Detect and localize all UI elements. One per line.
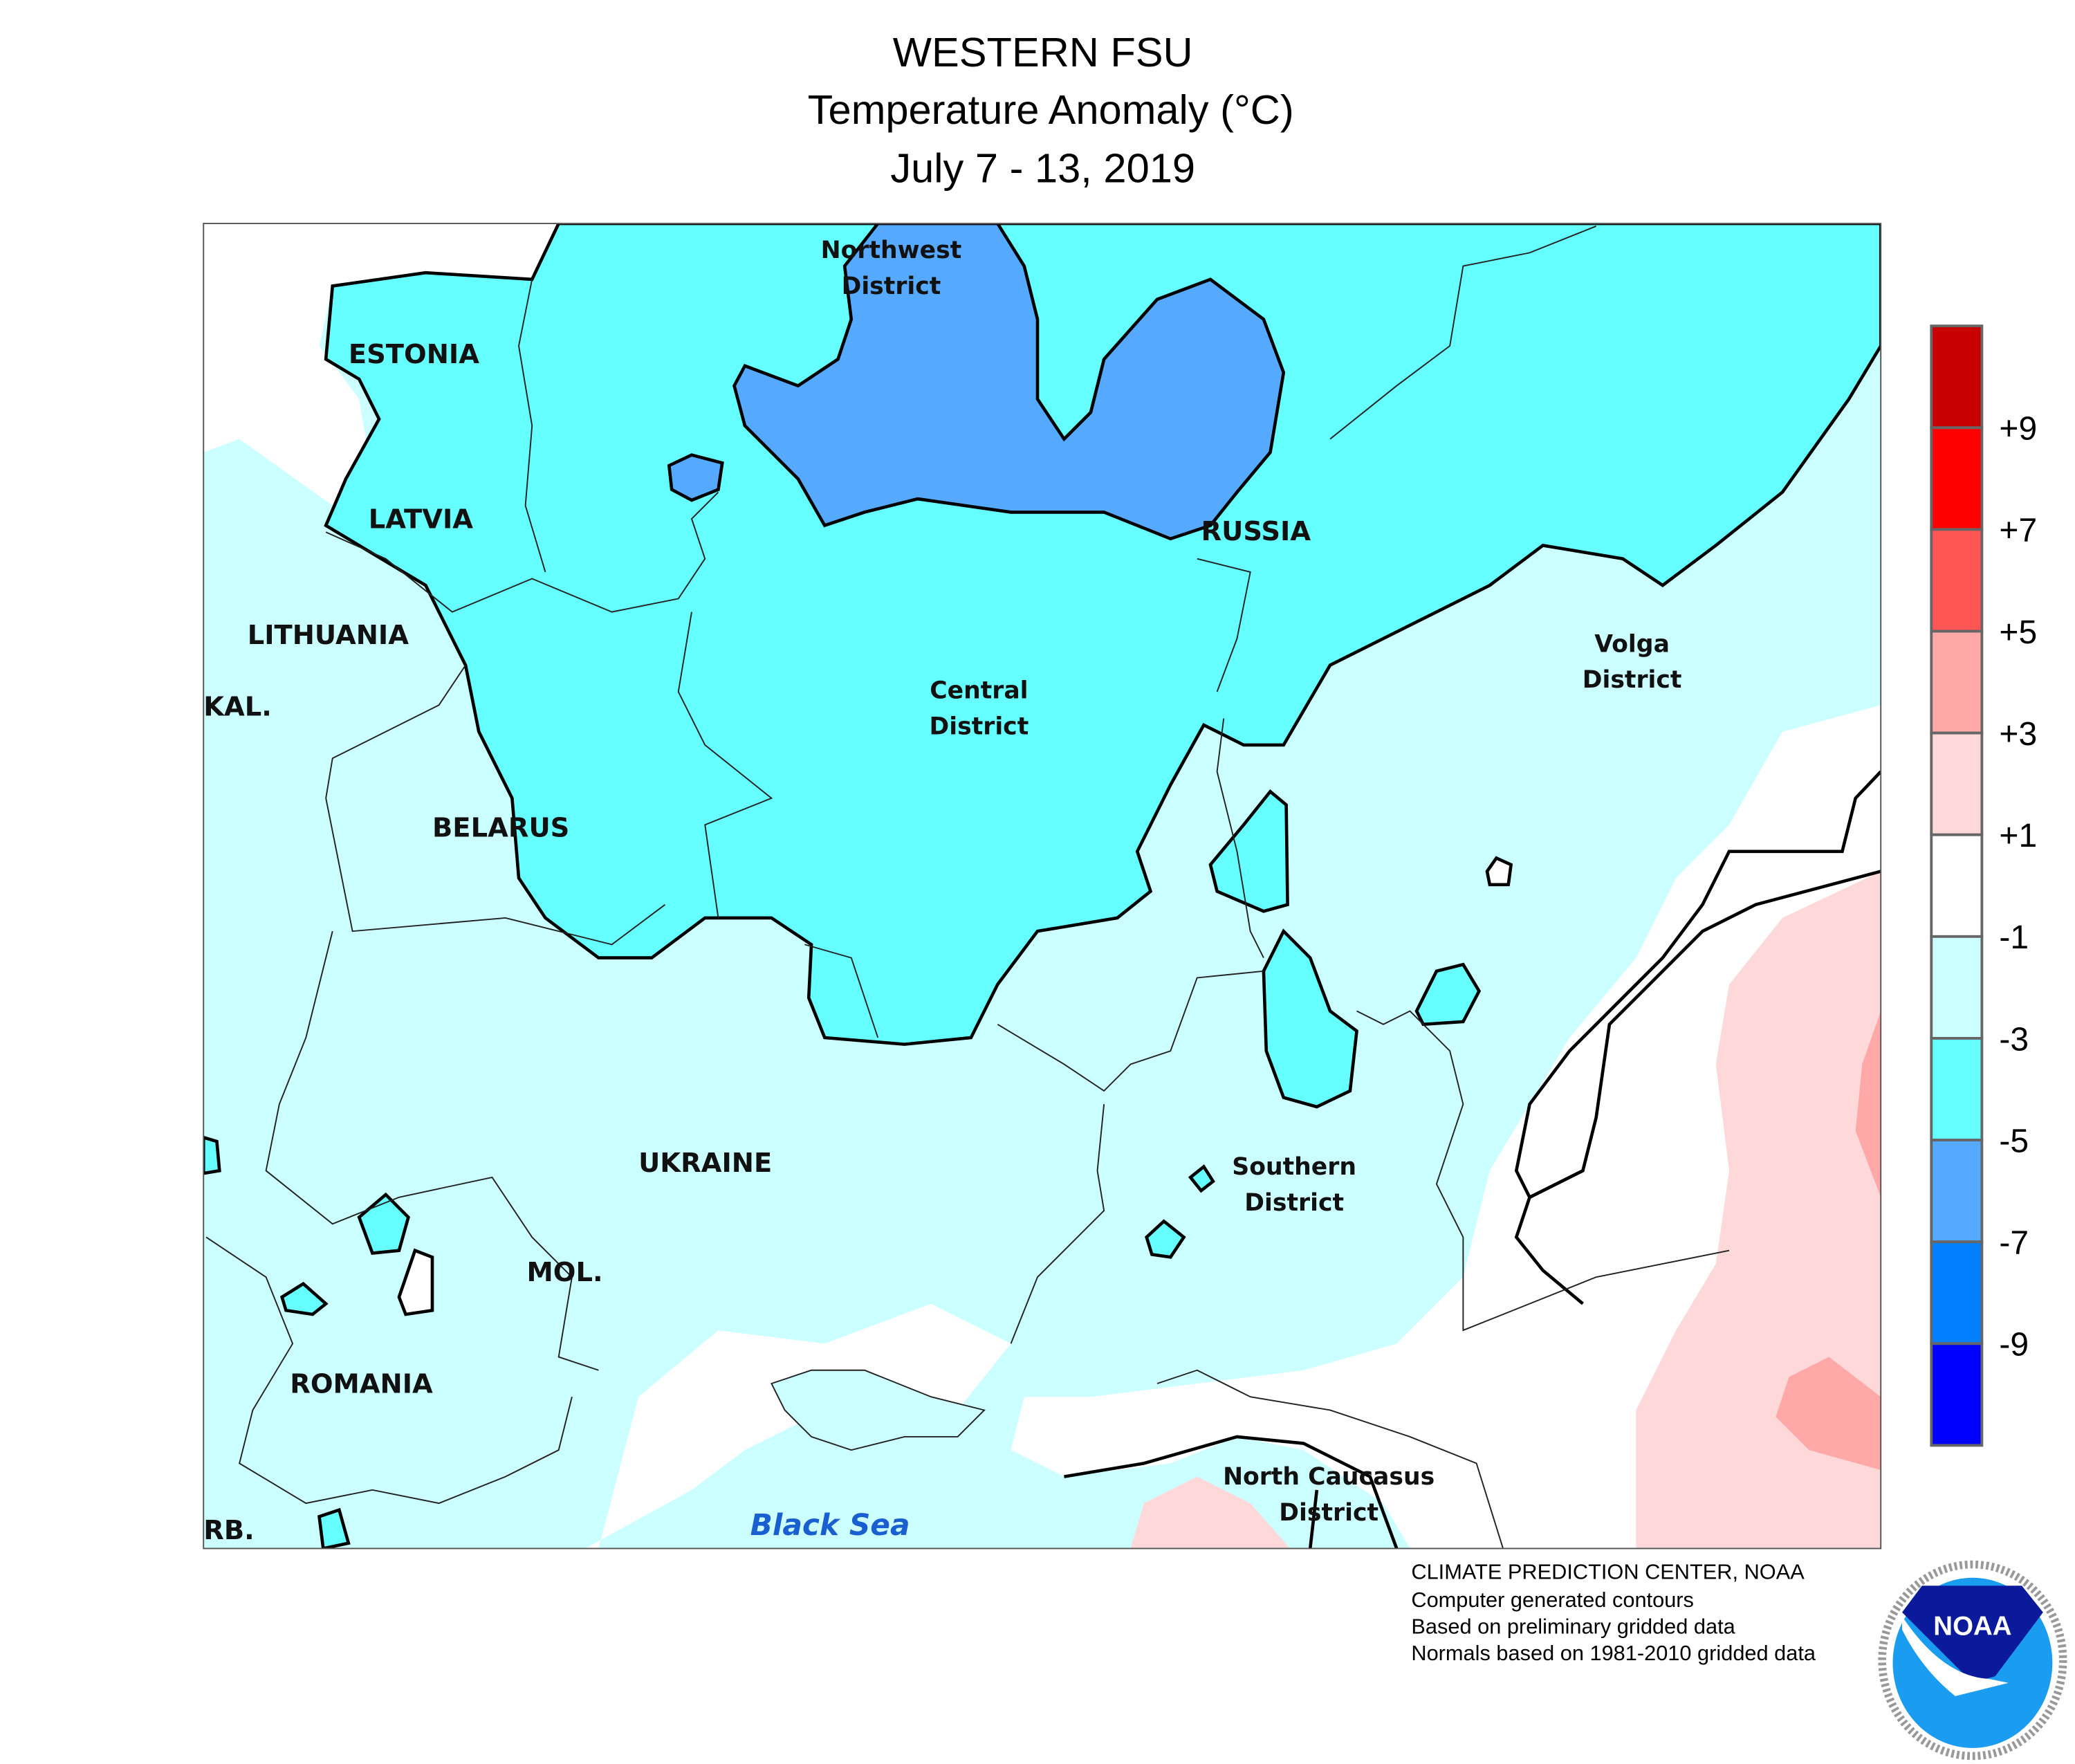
label-lithuania: LITHUANIA bbox=[248, 620, 409, 651]
label-central-district-2: District bbox=[930, 713, 1029, 741]
black-sea-area bbox=[585, 1303, 1011, 1549]
contour-plus1-b bbox=[1514, 1169, 1584, 1305]
label-black-sea: Black Sea bbox=[750, 1508, 910, 1542]
label-serbia: RB. bbox=[203, 1515, 255, 1546]
legend-swatch bbox=[1930, 833, 1984, 938]
label-north-caucasus-district-2: District bbox=[1279, 1499, 1378, 1527]
anomaly-blob-minus5-small bbox=[667, 453, 724, 502]
footer-line-1: CLIMATE PREDICTION CENTER, NOAA bbox=[1411, 1560, 1805, 1584]
anomaly-blob-minus3-b bbox=[1262, 928, 1358, 1109]
label-north-caucasus-district-1: North Caucasus bbox=[1223, 1463, 1435, 1491]
label-kaliningrad: KAL. bbox=[203, 692, 272, 723]
label-russia: RUSSIA bbox=[1201, 516, 1311, 547]
legend-tick-label: +7 bbox=[1999, 512, 2037, 549]
title-line-1: WESTERN FSU bbox=[893, 29, 1193, 75]
title-line-3: July 7 - 13, 2019 bbox=[890, 145, 1195, 191]
label-romania: ROMANIA bbox=[290, 1368, 433, 1399]
legend-swatch bbox=[1930, 1037, 1984, 1141]
contour-plus1-caucasus bbox=[1064, 1435, 1399, 1549]
anomaly-band-minus3-minus5 bbox=[324, 223, 1881, 1046]
legend-swatch bbox=[1930, 731, 1984, 836]
legend-tick-label: -5 bbox=[1999, 1122, 2029, 1159]
administrative-borders bbox=[205, 226, 1730, 1549]
anomaly-blob-neutral-romania bbox=[397, 1248, 434, 1316]
legend-tick-label: +1 bbox=[1999, 817, 2037, 854]
legend-tick-label: -9 bbox=[1999, 1326, 2029, 1363]
color-legend: +9 +7 +5 +3 +1 -1 -3 -5 -7 -9 bbox=[1930, 324, 2037, 1447]
label-volga-district-1: Volga bbox=[1594, 630, 1670, 658]
legend-swatch bbox=[1930, 935, 1984, 1040]
legend-swatch bbox=[1930, 426, 1984, 531]
label-northwest-district-2: District bbox=[842, 273, 941, 300]
label-central-district-1: Central bbox=[930, 677, 1028, 705]
label-moldova: MOL. bbox=[527, 1257, 603, 1288]
contour-plus1 bbox=[1514, 770, 1881, 1200]
map-frame bbox=[203, 223, 1882, 1550]
label-southern-district-1: Southern bbox=[1232, 1153, 1356, 1181]
legend-tick-label: -7 bbox=[1999, 1224, 2029, 1262]
legend-tick-label: +5 bbox=[1999, 614, 2037, 651]
anomaly-blob-neutral bbox=[1485, 856, 1513, 887]
footer-line-2: Computer generated contours bbox=[1411, 1588, 1694, 1612]
legend-tick-label: -1 bbox=[1999, 919, 2029, 956]
map-panel bbox=[203, 223, 1881, 1549]
anomaly-band-neutral-northwest bbox=[203, 223, 559, 506]
footer-line-3: Based on preliminary gridded data bbox=[1411, 1615, 1735, 1639]
noaa-logo: NOAA bbox=[1878, 1560, 2067, 1761]
noaa-logo-text: NOAA bbox=[1933, 1611, 2011, 1641]
anomaly-band-neutral-southeast bbox=[1011, 705, 1881, 1549]
anomaly-blob-minus3-e bbox=[1145, 1219, 1186, 1259]
label-northwest-district-1: Northwest bbox=[821, 237, 962, 264]
contour-plus1-caucasus-b bbox=[1308, 1489, 1319, 1549]
label-estonia: ESTONIA bbox=[349, 339, 479, 370]
anomaly-band-plus1-plus3-caucasus bbox=[1130, 1476, 1291, 1549]
anomaly-blob-minus3-i bbox=[203, 1135, 221, 1175]
legend-tick-label: -3 bbox=[1999, 1020, 2029, 1058]
legend-swatch bbox=[1930, 1240, 1984, 1345]
legend-swatch bbox=[1930, 324, 1984, 430]
anomaly-band-minus5-minus7 bbox=[732, 223, 1286, 541]
footer-line-4: Normals based on 1981-2010 gridded data bbox=[1411, 1641, 1816, 1665]
label-ukraine: UKRAINE bbox=[638, 1148, 772, 1179]
legend-tick-label: +3 bbox=[1999, 715, 2037, 753]
anomaly-blob-minus3-a bbox=[1208, 789, 1289, 913]
legend-swatch bbox=[1930, 1342, 1984, 1447]
anomaly-band-plus3-plus5-east-edge bbox=[1855, 1011, 1881, 1197]
legend-swatch bbox=[1930, 630, 1984, 735]
crimea-landmass bbox=[771, 1369, 986, 1451]
legend-swatch bbox=[1930, 1139, 1984, 1244]
label-belarus: BELARUS bbox=[432, 813, 569, 844]
label-latvia: LATVIA bbox=[369, 504, 474, 535]
anomaly-blob-minus3-d bbox=[357, 1192, 410, 1256]
anomaly-blob-minus3-g bbox=[279, 1281, 329, 1316]
label-volga-district-2: District bbox=[1583, 666, 1682, 694]
label-southern-district-2: District bbox=[1244, 1189, 1344, 1217]
legend-tick-label: +9 bbox=[1999, 410, 2037, 448]
anomaly-blob-minus3-f bbox=[1188, 1164, 1215, 1193]
legend-swatch bbox=[1930, 528, 1984, 633]
anomaly-band-plus3-plus5-southeast bbox=[1776, 1357, 1881, 1470]
anomaly-blob-minus3-h bbox=[317, 1507, 351, 1549]
title-line-2: Temperature Anomaly (°C) bbox=[808, 86, 1294, 133]
